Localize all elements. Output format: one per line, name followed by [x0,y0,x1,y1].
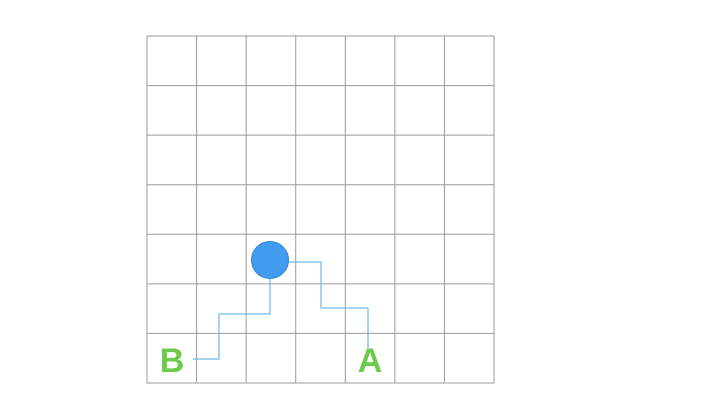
path-to-a [289,261,369,348]
position-marker [251,241,289,279]
label-b: B [160,342,185,380]
grid [146,35,495,384]
path-to-b [193,279,271,360]
label-a: A [358,342,383,380]
